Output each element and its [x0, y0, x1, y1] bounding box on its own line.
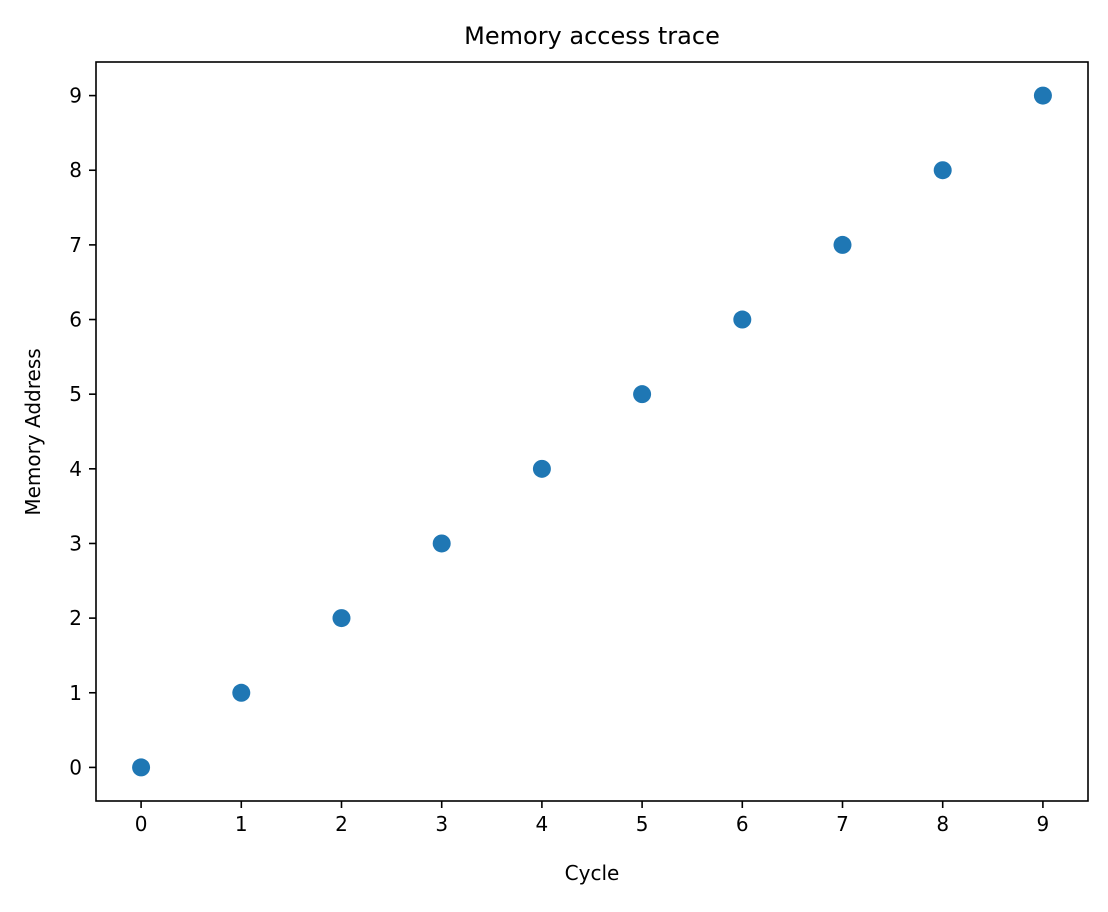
chart-title: Memory access trace: [464, 22, 720, 50]
x-tick-label: 0: [135, 812, 148, 836]
y-tick-label: 6: [69, 308, 82, 332]
x-tick-label: 6: [736, 812, 749, 836]
data-point: [332, 609, 351, 628]
x-axis-label: Cycle: [565, 861, 620, 885]
data-point: [733, 310, 752, 329]
data-point: [1033, 86, 1052, 105]
data-point: [232, 683, 251, 702]
x-tick-label: 2: [335, 812, 348, 836]
data-point: [633, 385, 652, 404]
y-tick-label: 8: [69, 158, 82, 182]
y-tick-label: 2: [69, 606, 82, 630]
data-point: [432, 534, 451, 553]
data-point: [132, 758, 151, 777]
y-axis-label: Memory Address: [21, 348, 45, 515]
data-point: [532, 459, 551, 478]
x-tick-label: 4: [536, 812, 549, 836]
y-tick-label: 4: [69, 457, 82, 481]
x-tick-label: 8: [936, 812, 949, 836]
axes-frame: [95, 61, 1089, 802]
plot-area: 0 1 2 3 4 5 6 7 8 9 0 1 2 3 4 5 6 7 8 9: [69, 61, 1089, 836]
y-tick-label: 7: [69, 233, 82, 257]
y-tick-label: 3: [69, 531, 82, 555]
x-tick-label: 5: [636, 812, 649, 836]
x-tick-label: 3: [435, 812, 448, 836]
x-tick-label: 9: [1037, 812, 1050, 836]
data-point: [833, 235, 852, 254]
y-tick-label: 5: [69, 382, 82, 406]
x-tick-label: 1: [235, 812, 248, 836]
y-tick-label: 1: [69, 681, 82, 705]
y-tick-label: 0: [69, 755, 82, 779]
y-tick-label: 9: [69, 84, 82, 108]
data-point: [933, 161, 952, 180]
x-tick-label: 7: [836, 812, 849, 836]
